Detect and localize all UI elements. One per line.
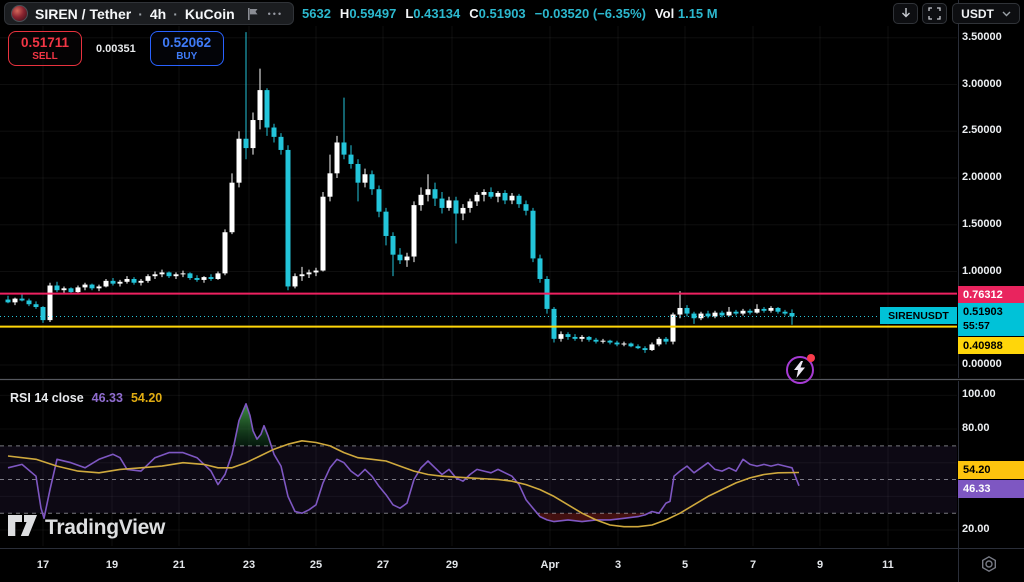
resistance-price-badge: 0.76312 — [958, 286, 1024, 303]
time-tick: 5 — [681, 559, 689, 571]
time-tick: 23 — [242, 559, 256, 571]
more-options-icon[interactable]: ••• — [267, 8, 284, 19]
open-value: 5632 — [302, 6, 331, 21]
price-tick: 3.00000 — [962, 77, 1002, 90]
order-panel: 0.51711 SELL 0.00351 0.52062 BUY — [8, 31, 224, 66]
low-value: 0.43134 — [413, 6, 461, 21]
fullscreen-icon — [928, 7, 941, 20]
lightning-icon — [794, 361, 805, 378]
time-tick: 7 — [749, 559, 757, 571]
rsi-indicator-legend[interactable]: RSI 14 close 46.33 54.20 — [10, 391, 163, 405]
price-tick: 0.00000 — [962, 358, 1002, 370]
fullscreen-button[interactable] — [922, 3, 947, 24]
rsi-tick: 20.00 — [962, 523, 990, 536]
price-tick: 2.50000 — [962, 124, 1002, 137]
separator: · — [173, 5, 178, 22]
chevron-down-icon — [1002, 11, 1011, 16]
time-tick: 11 — [882, 559, 894, 571]
buy-button[interactable]: 0.52062 BUY — [149, 31, 224, 66]
change-value: −0.03520 (−6.35%) — [534, 6, 646, 21]
time-tick: 27 — [376, 559, 390, 571]
interval-button[interactable]: 4h — [149, 5, 167, 22]
high-value: 0.59497 — [349, 6, 397, 21]
price-tick: 1.00000 — [962, 264, 1002, 277]
time-tick: 25 — [309, 559, 323, 571]
download-button[interactable] — [893, 3, 918, 24]
exchange-name: KuCoin — [184, 5, 235, 22]
top-toolbar: SIREN / Tether · 4h · KuCoin ••• 5632 H0… — [0, 0, 1024, 26]
time-tick: 21 — [172, 559, 186, 571]
sell-button[interactable]: 0.51711 SELL — [8, 31, 82, 66]
time-tick: 17 — [36, 559, 50, 571]
current-price-badge: 0.51903 55:57 — [958, 303, 1024, 336]
tradingview-logo[interactable]: TradingView — [8, 515, 165, 541]
time-tick: Apr — [540, 559, 560, 571]
tradingview-logo-icon — [8, 515, 37, 536]
rsi-ma-value: 54.20 — [130, 391, 163, 405]
rsi-value-badge: 46.33 — [958, 480, 1024, 498]
symbol-price-tag: SIRENUSDT — [880, 307, 957, 324]
spread-value: 0.00351 — [96, 42, 136, 55]
rsi-ma-badge: 54.20 — [958, 461, 1024, 479]
time-tick: 29 — [445, 559, 459, 571]
ohlc-legend: 5632 H0.59497 L0.43134 C0.51903 −0.03520… — [302, 6, 718, 21]
price-tick: 1.50000 — [962, 217, 1002, 230]
bar-countdown: 55:57 — [963, 319, 990, 332]
price-tick: 3.50000 — [962, 30, 1002, 43]
rsi-value: 46.33 — [91, 391, 123, 405]
support-price-badge: 0.40988 — [958, 337, 1024, 354]
flag-icon[interactable] — [246, 7, 259, 21]
notification-dot — [807, 354, 815, 362]
flash-ring — [786, 356, 814, 384]
rsi-tick: 80.00 — [962, 422, 990, 435]
rsi-tick: 100.00 — [962, 388, 996, 401]
symbol-name[interactable]: SIREN / Tether — [35, 5, 132, 22]
currency-dropdown[interactable]: USDT — [952, 3, 1020, 24]
separator: · — [138, 5, 143, 22]
gear-icon[interactable] — [980, 555, 998, 573]
close-value: 0.51903 — [478, 6, 526, 21]
flash-trade-button[interactable] — [786, 354, 815, 384]
symbol-info[interactable]: SIREN / Tether · 4h · KuCoin ••• — [4, 2, 295, 25]
time-tick: 3 — [614, 559, 622, 571]
pane-divider[interactable] — [0, 378, 1024, 381]
siren-coin-icon — [11, 5, 28, 22]
time-axis[interactable]: 17 19 21 23 25 27 29 Apr 3 5 7 9 11 — [0, 548, 1024, 582]
price-tick: 2.00000 — [962, 171, 1002, 183]
time-tick: 9 — [816, 559, 824, 571]
time-tick: 19 — [105, 559, 119, 571]
volume-value: 1.15 M — [677, 6, 718, 21]
download-icon — [901, 8, 910, 18]
